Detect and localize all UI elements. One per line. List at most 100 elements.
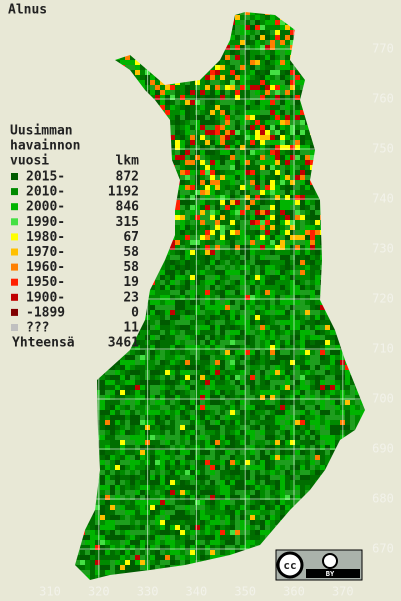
grid-cell: [290, 405, 295, 410]
grid-cell: [135, 355, 140, 360]
grid-cell: [220, 385, 225, 390]
grid-cell: [210, 240, 215, 245]
grid-cell: [140, 355, 145, 360]
grid-cell: [115, 390, 120, 395]
grid-cell: [210, 315, 215, 320]
grid-cell: [275, 330, 280, 335]
grid-cell: [190, 270, 195, 275]
grid-cell: [310, 185, 315, 190]
grid-cell: [275, 200, 280, 205]
grid-cell: [220, 160, 225, 165]
grid-cell: [245, 230, 250, 235]
grid-cell: [165, 345, 170, 350]
grid-cell: [245, 55, 250, 60]
grid-cell: [240, 110, 245, 115]
grid-cell: [170, 150, 175, 155]
grid-cell: [215, 360, 220, 365]
grid-cell: [150, 355, 155, 360]
grid-cell: [315, 205, 320, 210]
grid-cell: [310, 235, 315, 240]
grid-cell: [310, 295, 315, 300]
grid-cell: [275, 205, 280, 210]
grid-cell: [230, 30, 235, 35]
grid-cell: [230, 145, 235, 150]
grid-cell: [240, 335, 245, 340]
grid-cell: [305, 180, 310, 185]
grid-cell: [280, 365, 285, 370]
grid-cell: [215, 290, 220, 295]
grid-cell: [275, 130, 280, 135]
grid-cell: [220, 150, 225, 155]
grid-cell: [290, 215, 295, 220]
grid-cell: [255, 70, 260, 75]
grid-cell: [225, 100, 230, 105]
grid-cell: [305, 160, 310, 165]
grid-cell: [190, 185, 195, 190]
grid-cell: [290, 390, 295, 395]
grid-cell: [240, 380, 245, 385]
grid-cell: [170, 315, 175, 320]
grid-cell: [285, 180, 290, 185]
grid-cell: [115, 410, 120, 415]
grid-cell: [175, 375, 180, 380]
grid-cell: [265, 205, 270, 210]
grid-cell: [255, 65, 260, 70]
grid-cell: [195, 150, 200, 155]
grid-cell: [300, 400, 305, 405]
grid-cell: [230, 135, 235, 140]
grid-cell: [210, 90, 215, 95]
grid-cell: [190, 95, 195, 100]
grid-cell: [285, 315, 290, 320]
grid-cell: [180, 305, 185, 310]
grid-cell: [280, 310, 285, 315]
grid-cell: [280, 65, 285, 70]
grid-cell: [175, 200, 180, 205]
grid-cell: [305, 215, 310, 220]
grid-cell: [265, 345, 270, 350]
grid-cell: [295, 245, 300, 250]
grid-cell: [220, 325, 225, 330]
grid-cell: [260, 355, 265, 360]
grid-cell: [215, 285, 220, 290]
grid-cell: [335, 350, 340, 355]
grid-cell: [325, 400, 330, 405]
grid-cell: [250, 175, 255, 180]
grid-cell: [180, 170, 185, 175]
grid-cell: [165, 355, 170, 360]
grid-cell: [240, 240, 245, 245]
grid-cell: [205, 365, 210, 370]
grid-cell: [335, 390, 340, 395]
grid-cell: [190, 225, 195, 230]
grid-cell: [175, 390, 180, 395]
grid-cell: [150, 410, 155, 415]
grid-cell: [230, 185, 235, 190]
grid-cell: [290, 240, 295, 245]
grid-cell: [205, 335, 210, 340]
grid-cell: [180, 335, 185, 340]
grid-cell: [220, 260, 225, 265]
grid-cell: [290, 190, 295, 195]
grid-cell: [245, 70, 250, 75]
grid-cell: [135, 75, 140, 80]
grid-cell: [335, 385, 340, 390]
grid-cell: [170, 255, 175, 260]
grid-cell: [220, 200, 225, 205]
grid-cell: [250, 265, 255, 270]
grid-cell: [290, 285, 295, 290]
grid-cell: [165, 350, 170, 355]
grid-cell: [190, 180, 195, 185]
grid-cell: [285, 130, 290, 135]
grid-cell: [175, 350, 180, 355]
grid-cell: [265, 375, 270, 380]
grid-cell: [300, 330, 305, 335]
grid-cell: [225, 220, 230, 225]
grid-cell: [140, 80, 145, 85]
grid-cell: [135, 350, 140, 355]
grid-cell: [200, 395, 205, 400]
grid-cell: [260, 190, 265, 195]
grid-cell: [315, 235, 320, 240]
grid-cell: [165, 335, 170, 340]
grid-cell: [205, 90, 210, 95]
grid-cell: [225, 365, 230, 370]
grid-cell: [345, 405, 350, 410]
